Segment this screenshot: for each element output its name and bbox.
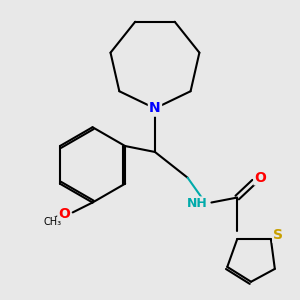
Text: O: O (58, 207, 70, 221)
Text: NH: NH (187, 197, 208, 210)
Text: CH₃: CH₃ (44, 217, 62, 227)
Text: N: N (149, 101, 161, 116)
Text: S: S (273, 228, 283, 242)
Text: O: O (254, 171, 266, 185)
